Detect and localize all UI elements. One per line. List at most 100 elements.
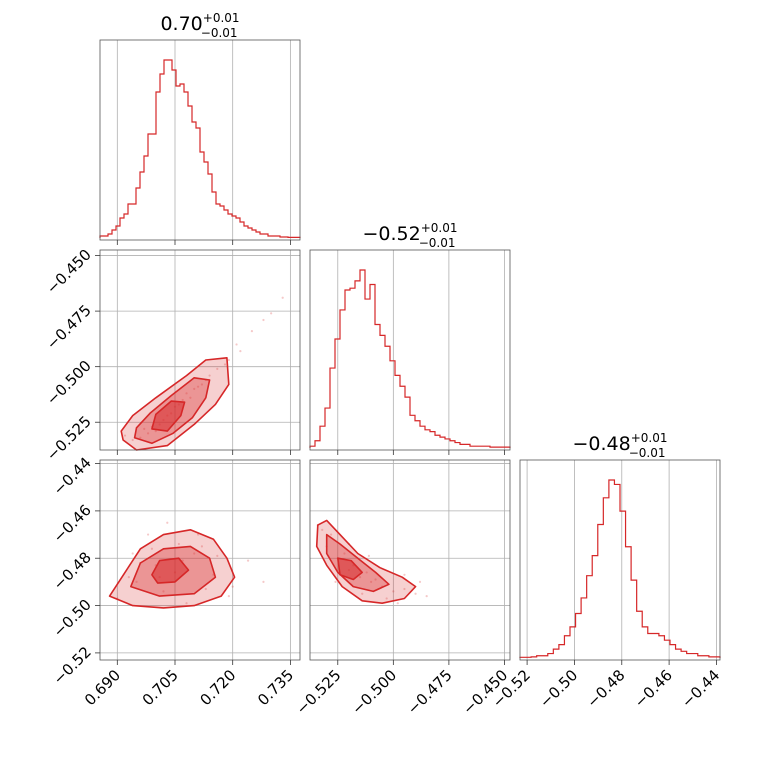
y-tick-label-1-0: −0.525	[43, 412, 95, 464]
scatter-point	[281, 296, 284, 299]
param-title-upper-2: +0.01	[631, 431, 668, 445]
scatter-point	[139, 436, 142, 439]
contour-1-2	[151, 557, 190, 584]
contour-2-1	[325, 533, 390, 593]
scatter-point	[196, 385, 200, 388]
scatter-point	[177, 542, 180, 546]
scatter-point	[193, 552, 196, 555]
scatter-point	[146, 533, 150, 536]
scatter-point	[367, 554, 370, 557]
scatter-point	[231, 585, 234, 588]
scatter-point	[330, 533, 333, 536]
pair-frame-1	[99, 459, 301, 661]
scatter-point	[135, 580, 138, 583]
scatter-point	[208, 374, 211, 377]
scatter-point	[166, 521, 169, 524]
scatter-point	[365, 571, 368, 574]
param-title-lower-1: −0.01	[419, 236, 456, 250]
x-tick-label-1-1: −0.500	[348, 666, 400, 718]
scatter-point	[185, 602, 188, 605]
x-tick-label-0-0: 0.690	[81, 666, 124, 709]
scatter-point	[358, 576, 362, 579]
y-tick-label-2-1: −0.50	[50, 596, 95, 641]
scatter-point	[204, 587, 207, 591]
histogram-1	[309, 269, 511, 448]
param-title-1: −0.52+0.01	[362, 221, 457, 245]
y-tick-label-1-3: −0.450	[43, 246, 95, 298]
scatter-point	[154, 430, 157, 433]
scatter-point	[162, 590, 165, 593]
x-tick-label-0-2: 0.720	[196, 666, 239, 709]
scatter-point	[262, 318, 265, 322]
scatter-point	[414, 592, 417, 595]
pair-frame-0	[99, 249, 301, 451]
y-tick-label-2-0: −0.52	[50, 643, 95, 688]
x-tick-label-2-3: −0.46	[631, 666, 676, 711]
scatter-point	[181, 398, 184, 402]
x-tick-label-2-2: −0.48	[583, 666, 628, 711]
x-tick-label-0-1: 0.705	[139, 666, 182, 709]
scatter-point	[131, 438, 134, 442]
scatter-point	[146, 432, 150, 435]
param-title-0: 0.70+0.01	[160, 11, 239, 35]
x-tick-label-0-3: 0.735	[254, 666, 297, 709]
scatter-point	[385, 597, 388, 600]
scatter-point	[127, 576, 130, 579]
y-tick-label-1-1: −0.500	[43, 357, 95, 409]
hist-frame-0	[99, 39, 301, 241]
param-title-lower-0: −0.01	[201, 26, 238, 40]
scatter-point	[143, 427, 146, 430]
param-title-main-2: −0.48	[572, 433, 630, 455]
scatter-point	[425, 594, 428, 598]
param-title-2: −0.48+0.01	[572, 431, 667, 455]
param-title-lower-2: −0.01	[629, 446, 666, 460]
scatter-point	[189, 396, 192, 399]
scatter-point	[150, 547, 154, 550]
histogram-2	[519, 479, 721, 658]
scatter-point	[235, 343, 238, 346]
contour-0-2	[151, 400, 186, 432]
scatter-point	[370, 580, 373, 583]
param-title-upper-0: +0.01	[203, 11, 240, 25]
scatter-point	[200, 383, 204, 386]
scatter-point	[123, 434, 127, 437]
scatter-point	[392, 590, 395, 593]
scatter-point	[262, 580, 265, 583]
scatter-point	[396, 602, 399, 605]
hist-frame-1	[309, 249, 511, 451]
scatter-point	[270, 312, 273, 315]
hist-frame-2	[519, 459, 721, 661]
scatter-point	[374, 578, 377, 581]
scatter-point	[216, 367, 219, 370]
scatter-point	[131, 552, 134, 555]
scatter-point	[200, 545, 204, 548]
y-tick-label-2-2: −0.48	[50, 548, 95, 593]
scatter-point	[334, 580, 337, 583]
x-tick-label-2-4: −0.44	[678, 666, 723, 711]
scatter-point	[185, 392, 188, 395]
scatter-point	[223, 363, 227, 366]
y-tick-label-1-2: −0.475	[43, 301, 95, 353]
scatter-point	[343, 552, 346, 555]
scatter-point	[361, 592, 364, 595]
scatter-point	[418, 580, 422, 583]
contour-2-0	[315, 519, 417, 604]
param-title-main-0: 0.70	[160, 13, 202, 35]
scatter-point	[250, 330, 254, 333]
scatter-point	[246, 559, 250, 562]
x-tick-label-1-2: −0.475	[404, 666, 456, 718]
scatter-point	[239, 350, 242, 353]
pair-frame-2	[309, 459, 511, 661]
y-tick-label-2-3: −0.46	[50, 501, 95, 546]
scatter-point	[403, 587, 406, 591]
contour-2-2	[337, 557, 363, 581]
scatter-point	[193, 387, 196, 390]
scatter-point	[403, 573, 406, 576]
x-tick-label-1-0: −0.525	[293, 666, 345, 718]
param-title-upper-1: +0.01	[421, 221, 458, 235]
scatter-point	[216, 554, 219, 557]
scatter-point	[321, 528, 324, 531]
histogram-0	[99, 59, 301, 238]
scatter-point	[227, 358, 230, 362]
